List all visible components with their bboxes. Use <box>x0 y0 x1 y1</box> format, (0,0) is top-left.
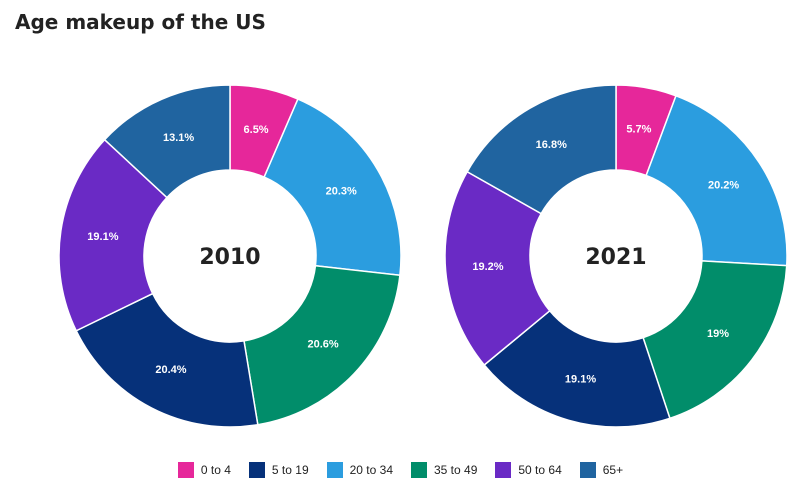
slice-label: 20.2% <box>708 180 739 192</box>
legend-label: 20 to 34 <box>349 463 393 477</box>
legend-label: 65+ <box>602 463 624 477</box>
donut-charts: 6.5% 20.3% 20.6% 20.4% 19.1% 13.1% 2010 5.7% 20… <box>58 84 788 428</box>
donut-slice[interactable] <box>645 94 788 267</box>
donut-chart-2010: 6.5% 20.3% 20.6% 20.4% 19.1% 13.1% 2010 <box>58 84 402 428</box>
donut-center-year: 2010 <box>199 245 260 270</box>
slice-label: 19.1% <box>565 373 596 385</box>
legend-item[interactable]: 20 to 34 <box>326 462 393 478</box>
legend-swatch <box>248 462 265 478</box>
legend-label: 0 to 4 <box>200 463 231 477</box>
chart-title: Age makeup of the US <box>15 10 266 34</box>
legend-swatch <box>411 462 427 478</box>
legend: 0 to 4 5 to 19 20 to 34 35 to 49 50 to 64 65+ <box>0 462 801 478</box>
legend-label: 50 to 64 <box>518 463 562 477</box>
slice-label: 6.5% <box>244 124 269 136</box>
legend-swatch <box>326 462 343 478</box>
legend-item[interactable]: 5 to 19 <box>248 462 309 478</box>
legend-swatch <box>177 462 194 478</box>
slice-label: 19% <box>707 328 729 340</box>
legend-swatch <box>495 462 512 478</box>
donut-chart-2021: 5.7% 20.2% 19% 19.1% 19.2% 16.8% 2021 <box>444 84 788 428</box>
donut-slice[interactable] <box>103 84 231 199</box>
slice-label: 20.6% <box>308 338 339 350</box>
donut-slice[interactable] <box>466 84 617 215</box>
legend-label: 35 to 49 <box>434 463 478 477</box>
donut-slice[interactable] <box>483 309 671 428</box>
slice-label: 20.4% <box>155 364 186 376</box>
donut-slice[interactable] <box>263 98 402 277</box>
slice-label: 20.3% <box>326 186 357 198</box>
legend-swatch <box>579 462 596 478</box>
legend-label: 5 to 19 <box>271 463 309 477</box>
legend-item[interactable]: 0 to 4 <box>177 462 231 478</box>
legend-item[interactable]: 35 to 49 <box>411 462 477 478</box>
slice-label: 19.1% <box>87 231 118 243</box>
legend-item[interactable]: 65+ <box>579 462 624 478</box>
donut-slice[interactable] <box>243 264 401 426</box>
slice-label: 5.7% <box>626 123 651 135</box>
slice-label: 16.8% <box>536 139 567 151</box>
donut-center-year: 2021 <box>585 245 646 270</box>
legend-item[interactable]: 50 to 64 <box>495 462 562 478</box>
donut-slice[interactable] <box>75 292 259 428</box>
slice-label: 19.2% <box>472 261 503 273</box>
slice-label: 13.1% <box>163 132 194 144</box>
donut-slice[interactable] <box>58 138 168 332</box>
donut-slice[interactable] <box>444 170 551 367</box>
donut-slice[interactable] <box>642 260 788 420</box>
